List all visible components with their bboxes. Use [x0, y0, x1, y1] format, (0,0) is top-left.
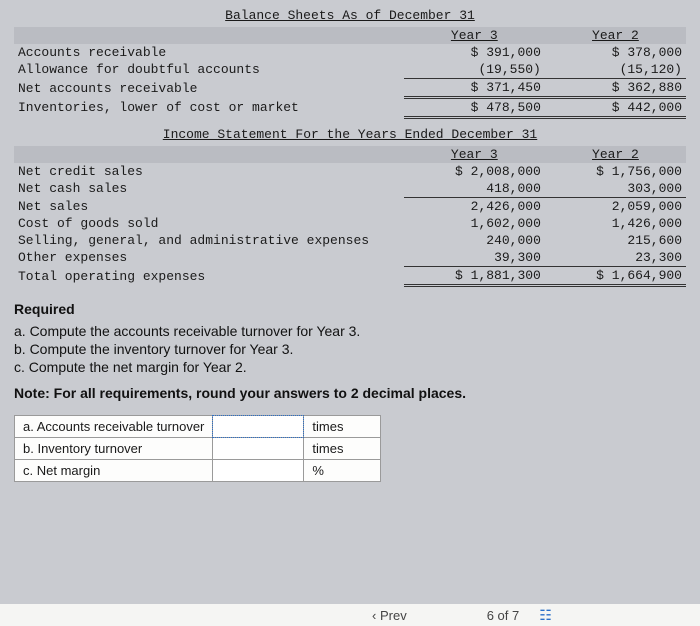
- table-row: Cost of goods sold 1,602,000 1,426,000: [14, 215, 686, 232]
- required-a: a. Compute the accounts receivable turno…: [14, 323, 686, 339]
- prev-button[interactable]: ‹ Prev: [372, 608, 407, 623]
- answer-a-input-cell[interactable]: [213, 416, 304, 438]
- cell: 1,602,000: [404, 215, 545, 232]
- answer-c-unit: %: [304, 460, 381, 482]
- col-header-year2: Year 2: [545, 27, 686, 44]
- table-row: Inventories, lower of cost or market $ 4…: [14, 98, 686, 118]
- grid-icon[interactable]: ☷: [539, 607, 552, 624]
- answer-c-input-cell[interactable]: [213, 460, 304, 482]
- table-row: Other expenses 39,300 23,300: [14, 249, 686, 267]
- col-header-year2: Year 2: [545, 146, 686, 163]
- answer-c-input[interactable]: [213, 460, 303, 481]
- pager-text: 6 of 7: [487, 608, 520, 623]
- table-row: Net cash sales 418,000 303,000: [14, 180, 686, 198]
- note-text: Note: For all requirements, round your a…: [14, 385, 686, 401]
- required-c: c. Compute the net margin for Year 2.: [14, 359, 686, 375]
- table-row: Net credit sales $ 2,008,000 $ 1,756,000: [14, 163, 686, 180]
- answer-a-unit: times: [304, 416, 381, 438]
- table-row: a. Accounts receivable turnover times: [15, 416, 381, 438]
- cell: $ 1,756,000: [545, 163, 686, 180]
- cell: 240,000: [404, 232, 545, 249]
- cell: 303,000: [545, 180, 686, 198]
- footer-bar: ‹ Prev 6 of 7 ☷: [0, 604, 700, 626]
- cell: $ 391,000: [404, 44, 545, 61]
- net-credit-sales-label: Net credit sales: [14, 163, 404, 180]
- answer-a-label: a. Accounts receivable turnover: [15, 416, 213, 438]
- chevron-left-icon: ‹: [372, 608, 376, 623]
- col-header-year3: Year 3: [404, 27, 545, 44]
- inventories-label: Inventories, lower of cost or market: [14, 98, 404, 118]
- table-row: Year 3 Year 2: [14, 27, 686, 44]
- table-row: Allowance for doubtful accounts (19,550)…: [14, 61, 686, 79]
- answer-table-section: a. Accounts receivable turnover times b.…: [0, 415, 700, 482]
- balance-sheet-section: Balance Sheets As of December 31 Year 3 …: [0, 0, 700, 119]
- total-op-exp-label: Total operating expenses: [14, 267, 404, 286]
- answer-b-input-cell[interactable]: [213, 438, 304, 460]
- cell: $ 378,000: [545, 44, 686, 61]
- cell: $ 1,664,900: [545, 267, 686, 286]
- table-row: c. Net margin %: [15, 460, 381, 482]
- cell: 1,426,000: [545, 215, 686, 232]
- answer-b-label: b. Inventory turnover: [15, 438, 213, 460]
- answer-b-input[interactable]: [213, 438, 303, 459]
- cell: $ 442,000: [545, 98, 686, 118]
- answer-c-label: c. Net margin: [15, 460, 213, 482]
- cell: $ 478,500: [404, 98, 545, 118]
- cell: 2,059,000: [545, 198, 686, 216]
- balance-sheet-title: Balance Sheets As of December 31: [14, 8, 686, 23]
- other-expenses-label: Other expenses: [14, 249, 404, 267]
- answer-a-input[interactable]: [213, 416, 303, 437]
- table-row: Year 3 Year 2: [14, 146, 686, 163]
- cell: 2,426,000: [404, 198, 545, 216]
- answer-b-unit: times: [304, 438, 381, 460]
- cell: $ 1,881,300: [404, 267, 545, 286]
- col-header-year3: Year 3: [404, 146, 545, 163]
- income-statement-table: Year 3 Year 2 Net credit sales $ 2,008,0…: [14, 146, 686, 287]
- cell: 23,300: [545, 249, 686, 267]
- net-cash-sales-label: Net cash sales: [14, 180, 404, 198]
- cogs-label: Cost of goods sold: [14, 215, 404, 232]
- cell: $ 362,880: [545, 79, 686, 98]
- table-row: Net sales 2,426,000 2,059,000: [14, 198, 686, 216]
- net-ar-label: Net accounts receivable: [14, 79, 404, 98]
- table-row: Selling, general, and administrative exp…: [14, 232, 686, 249]
- table-row: Net accounts receivable $ 371,450 $ 362,…: [14, 79, 686, 98]
- cell: $ 2,008,000: [404, 163, 545, 180]
- allowance-label: Allowance for doubtful accounts: [14, 61, 404, 79]
- cell: (19,550): [404, 61, 545, 79]
- accounts-receivable-label: Accounts receivable: [14, 44, 404, 61]
- table-row: Total operating expenses $ 1,881,300 $ 1…: [14, 267, 686, 286]
- prev-label: Prev: [380, 608, 407, 623]
- cell: 39,300: [404, 249, 545, 267]
- income-statement-title: Income Statement For the Years Ended Dec…: [14, 127, 686, 142]
- net-sales-label: Net sales: [14, 198, 404, 216]
- cell: 215,600: [545, 232, 686, 249]
- cell: $ 371,450: [404, 79, 545, 98]
- required-section: Required a. Compute the accounts receiva…: [0, 287, 700, 401]
- cell: 418,000: [404, 180, 545, 198]
- required-heading: Required: [14, 301, 686, 317]
- table-row: Accounts receivable $ 391,000 $ 378,000: [14, 44, 686, 61]
- required-b: b. Compute the inventory turnover for Ye…: [14, 341, 686, 357]
- answers-table: a. Accounts receivable turnover times b.…: [14, 415, 381, 482]
- cell: (15,120): [545, 61, 686, 79]
- income-statement-section: Income Statement For the Years Ended Dec…: [0, 119, 700, 287]
- table-row: b. Inventory turnover times: [15, 438, 381, 460]
- sga-label: Selling, general, and administrative exp…: [14, 232, 404, 249]
- balance-sheet-table: Year 3 Year 2 Accounts receivable $ 391,…: [14, 27, 686, 119]
